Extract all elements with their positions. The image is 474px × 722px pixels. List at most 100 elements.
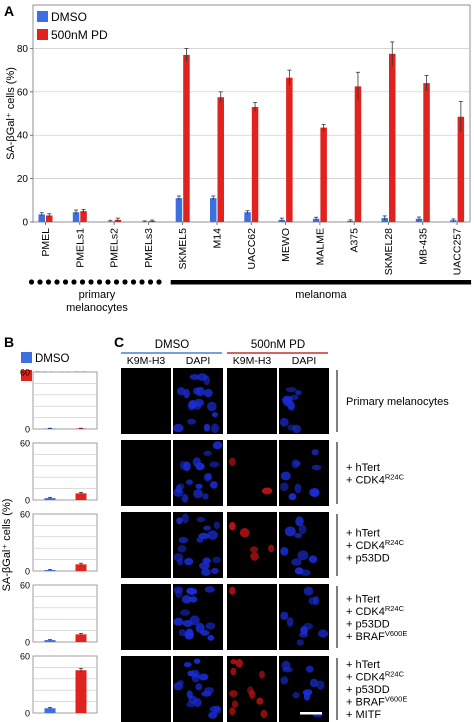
nucleus-blue xyxy=(282,667,293,673)
nucleus-blue xyxy=(303,691,311,701)
chart-a-bar-dmso xyxy=(312,218,320,222)
row-label-line: + CDK4R24C xyxy=(346,670,405,684)
nucleus-blue xyxy=(282,395,293,405)
chart-b-plot-area xyxy=(32,513,98,572)
chart-b-bar-dmso xyxy=(44,708,56,713)
micrograph-k9m-h3 xyxy=(227,512,277,578)
nucleus-blue xyxy=(180,609,191,616)
row-label-superscript: R24C xyxy=(385,604,405,613)
nucleus-blue xyxy=(203,450,212,456)
nucleus-red xyxy=(229,690,238,698)
nucleus-red xyxy=(230,667,237,676)
chart-b-bar-dmso xyxy=(44,498,56,500)
row-label-text: + CDK4 xyxy=(346,474,385,486)
nucleus-blue xyxy=(186,690,193,699)
chart-a-category-label: PMEL xyxy=(40,228,52,257)
chart-a-bar-pd xyxy=(423,83,430,223)
nucleus-blue xyxy=(203,423,211,432)
micrograph-k9m-h3 xyxy=(121,368,171,434)
chart-b-bar-pd xyxy=(75,670,87,713)
nucleus-blue xyxy=(204,586,215,593)
nucleus-blue xyxy=(181,594,192,604)
scale-bar xyxy=(300,712,322,715)
chart-b-ytick-label: 0 xyxy=(25,567,30,577)
group-dot xyxy=(71,279,77,285)
micrograph-k9m-h3 xyxy=(227,584,277,650)
chart-a-ytick-label: 80 xyxy=(17,44,29,55)
nucleus-blue xyxy=(177,544,187,553)
nucleus-blue xyxy=(196,373,208,381)
chart-b-plot-area xyxy=(32,584,98,643)
nucleus-blue xyxy=(173,617,184,626)
nucleus-blue xyxy=(203,388,213,398)
chart-a-ytick-label: 20 xyxy=(17,174,29,185)
nucleus-blue xyxy=(294,483,302,494)
row-label-line: + BRAFV600E xyxy=(346,695,407,709)
nucleus-red xyxy=(249,546,259,553)
row-label-text: + hTert xyxy=(346,462,380,474)
chart-b-ytick-label: 60 xyxy=(20,581,30,591)
chart-b-legend-swatch xyxy=(21,370,32,381)
nucleus-red xyxy=(256,697,264,705)
nucleus-blue xyxy=(212,556,221,564)
group-dot xyxy=(139,279,145,285)
group-dot xyxy=(88,279,94,285)
nucleus-blue xyxy=(206,401,217,412)
nucleus-blue xyxy=(176,387,186,396)
nucleus-blue xyxy=(193,658,201,664)
nucleus-blue xyxy=(186,587,198,595)
chart-b-ytick-label: 0 xyxy=(25,638,30,648)
nucleus-blue xyxy=(189,374,200,381)
nucleus-blue xyxy=(318,629,329,638)
nucleus-blue xyxy=(193,401,202,410)
nucleus-blue xyxy=(213,705,222,715)
row-label-text: + hTert xyxy=(346,659,380,671)
nucleus-blue xyxy=(291,558,302,566)
micrograph-dapi xyxy=(279,512,329,578)
nucleus-blue xyxy=(177,558,184,566)
nucleus-blue xyxy=(209,481,218,489)
nucleus-blue xyxy=(211,423,220,434)
chart-b-ytick-label: 0 xyxy=(25,425,30,435)
nucleus-blue xyxy=(295,390,302,396)
group-dot xyxy=(37,279,43,285)
row-label-superscript: V600E xyxy=(385,695,408,704)
group-dot xyxy=(45,279,52,285)
chart-a-bar-pd xyxy=(183,54,190,222)
micrograph-k9m-h3 xyxy=(121,440,171,506)
nucleus-red xyxy=(239,527,250,538)
nucleus-blue xyxy=(286,617,294,627)
group-dot xyxy=(156,279,162,285)
nucleus-blue xyxy=(285,386,297,393)
group-dot xyxy=(147,279,154,285)
chart-a-category-label: MB-435 xyxy=(417,228,429,265)
row-label-superscript: R24C xyxy=(385,472,405,481)
row-label-text: + BRAF xyxy=(346,631,385,643)
nucleus-blue xyxy=(195,622,205,633)
row-label-text: + MITF xyxy=(346,709,381,721)
nucleus-red xyxy=(228,522,236,531)
nucleus-blue xyxy=(310,488,320,498)
nucleus-blue xyxy=(280,482,289,492)
nucleus-blue xyxy=(295,516,304,527)
panel-letter-a: A xyxy=(4,3,14,19)
row-label-line: + CDK4R24C xyxy=(346,472,405,486)
chart-a-category-label: SKMEL5 xyxy=(177,228,189,270)
nucleus-blue xyxy=(191,672,200,683)
nucleus-red xyxy=(235,658,243,668)
nucleus-blue xyxy=(297,550,309,561)
nucleus-blue xyxy=(298,524,307,535)
row-label-text: + CDK4 xyxy=(346,606,385,618)
chart-b-plot-area xyxy=(32,371,98,430)
nucleus-blue xyxy=(181,513,189,524)
chart-b-ytick-label: 60 xyxy=(20,510,30,520)
row-label-line: + MITF xyxy=(346,709,381,721)
nucleus-blue xyxy=(195,683,203,691)
nucleus-red xyxy=(228,457,236,466)
nucleus-blue xyxy=(173,423,184,433)
nucleus-red xyxy=(268,544,275,553)
nucleus-red xyxy=(249,690,256,699)
micrograph-k9m-h3 xyxy=(227,440,277,506)
nucleus-blue xyxy=(175,588,183,599)
